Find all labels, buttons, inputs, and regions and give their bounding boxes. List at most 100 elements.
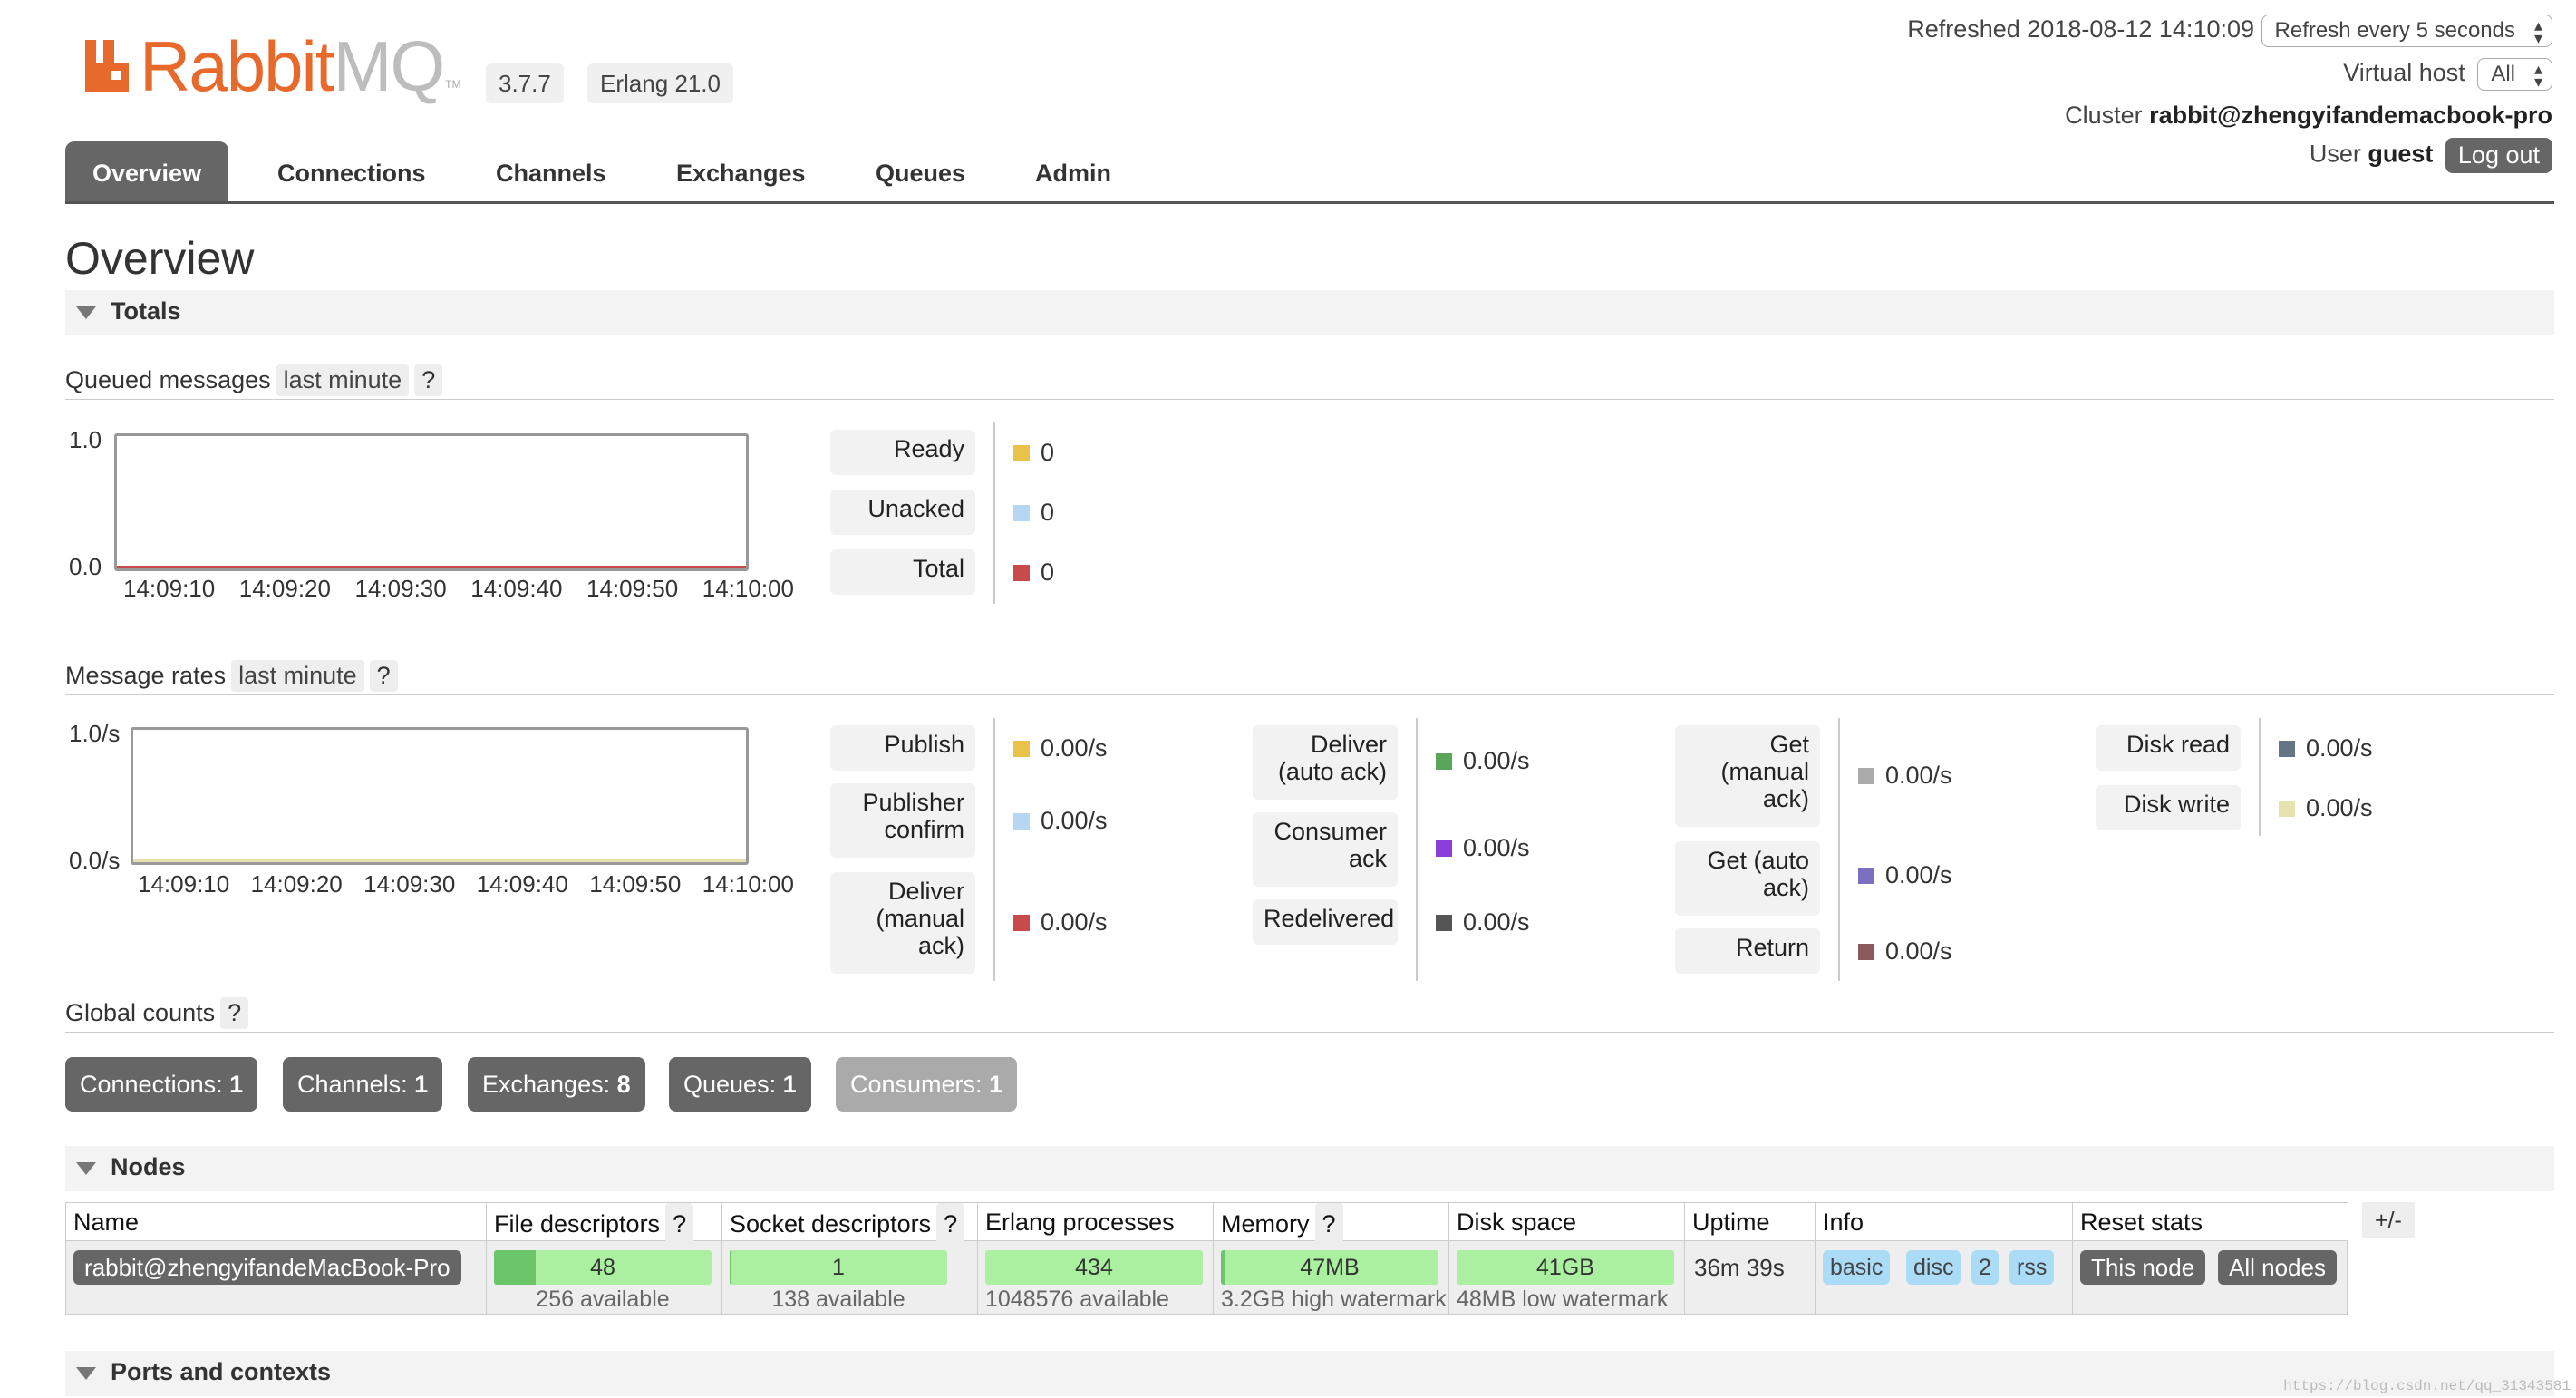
- columns-toggle-button[interactable]: +/-: [2362, 1202, 2415, 1238]
- node-name-link[interactable]: rabbit@zhengyifandeMacBook-Pro: [73, 1250, 461, 1285]
- refreshed-timestamp: Refreshed 2018-08-12 14:10:09: [1907, 15, 2255, 44]
- queues-count-button[interactable]: Queues: 1: [669, 1057, 811, 1112]
- x-tick: 14:10:00: [702, 575, 794, 602]
- totals-header: Totals: [111, 297, 181, 325]
- reset-this-node-button[interactable]: This node: [2080, 1250, 2206, 1285]
- logo-text: RabbitMQ: [140, 25, 445, 106]
- refresh-interval-select[interactable]: Refresh every 5 seconds ▴ ▾: [2261, 15, 2552, 47]
- divider: [2259, 718, 2261, 836]
- rates-help-button[interactable]: ?: [369, 660, 398, 692]
- unacked-swatch: [1013, 505, 1030, 521]
- col-memory: Memory?: [1214, 1203, 1449, 1245]
- rates-range-selector[interactable]: last minute: [231, 660, 364, 692]
- legend-deliver-auto-ack[interactable]: Deliver (auto ack): [1253, 725, 1398, 800]
- rabbitmq-logo[interactable]: RabbitMQ TM: [82, 25, 460, 107]
- collapse-triangle-icon: [76, 1367, 96, 1380]
- info-badge-rss[interactable]: rss: [2009, 1250, 2055, 1285]
- queued-total-series-line: [117, 566, 746, 568]
- legend-consumer-ack[interactable]: Consumer ack: [1253, 812, 1398, 887]
- deliver-manual-swatch: [1013, 915, 1030, 931]
- proc-bar: 434: [985, 1250, 1203, 1285]
- vhost-select[interactable]: All ▴ ▾: [2477, 58, 2552, 91]
- vhost-row: Virtual host All ▴ ▾: [2343, 58, 2552, 91]
- consumer-ack-swatch: [1436, 840, 1452, 857]
- help-button[interactable]: ?: [936, 1203, 965, 1245]
- x-tick: 14:09:30: [354, 575, 447, 602]
- get-auto-value: 0.00/s: [1858, 861, 1952, 889]
- node-name-cell: rabbit@zhengyifandeMacBook-Pro: [66, 1241, 487, 1315]
- col-info: Info: [1816, 1203, 2073, 1241]
- get-auto-swatch: [1858, 868, 1874, 884]
- connections-count-button[interactable]: Connections: 1: [65, 1057, 258, 1112]
- tab-channels[interactable]: Channels: [496, 160, 606, 187]
- ready-swatch: [1013, 445, 1030, 461]
- disk-write-value: 0.00/s: [2279, 794, 2373, 822]
- version-badge: 3.7.7: [486, 63, 564, 103]
- reset-cell: This node All nodes: [2073, 1241, 2348, 1315]
- info-cell: basic disc 2 rss: [1816, 1241, 2073, 1315]
- channels-count-button[interactable]: Channels: 1: [283, 1057, 443, 1112]
- collapse-triangle-icon: [76, 1162, 96, 1175]
- fd-cell: 48 256 available: [487, 1241, 722, 1315]
- help-button[interactable]: ?: [1314, 1203, 1343, 1245]
- legend-get-manual-ack[interactable]: Get (manual ack): [1675, 725, 1820, 827]
- legend-deliver-manual-ack[interactable]: Deliver (manual ack): [830, 872, 975, 974]
- logout-button[interactable]: Log out: [2445, 138, 2552, 173]
- totals-section-toggle[interactable]: Totals: [65, 290, 2554, 335]
- tab-queues[interactable]: Queues: [876, 160, 966, 187]
- queued-range-selector[interactable]: last minute: [276, 364, 410, 396]
- cluster-label: Cluster: [2065, 102, 2143, 129]
- nodes-section-toggle[interactable]: Nodes: [65, 1146, 2554, 1191]
- x-tick: 14:09:30: [363, 870, 456, 898]
- cluster-name: rabbit@zhengyifandemacbook-pro: [2149, 102, 2552, 129]
- socket-cell: 1 138 available: [722, 1241, 978, 1315]
- info-badge-count[interactable]: 2: [1971, 1250, 1999, 1285]
- legend-redelivered[interactable]: Redelivered: [1253, 899, 1398, 945]
- tab-connections[interactable]: Connections: [277, 160, 426, 187]
- legend-publish[interactable]: Publish: [830, 725, 975, 771]
- get-manual-value: 0.00/s: [1858, 762, 1952, 790]
- legend-disk-write[interactable]: Disk write: [2096, 785, 2241, 830]
- proc-available: 1048576 available: [985, 1286, 1169, 1312]
- global-counts-help-button[interactable]: ?: [220, 997, 249, 1029]
- disk-cell: 41GB 48MB low watermark: [1449, 1241, 1685, 1315]
- info-badge-disc[interactable]: disc: [1906, 1250, 1961, 1285]
- col-file-descriptors: File descriptors?: [487, 1203, 722, 1245]
- exchanges-count-button[interactable]: Exchanges: 8: [468, 1057, 645, 1112]
- legend-publisher-confirm[interactable]: Publisher confirm: [830, 783, 975, 858]
- rates-y-bottom: 0.0/s: [69, 847, 121, 874]
- deliver-manual-value: 0.00/s: [1013, 908, 1108, 937]
- ports-section-toggle[interactable]: Ports and contexts: [65, 1351, 2554, 1396]
- message-rates-chart[interactable]: [131, 727, 749, 865]
- legend-ready[interactable]: Ready: [830, 430, 975, 475]
- reset-all-nodes-button[interactable]: All nodes: [2218, 1250, 2337, 1285]
- consumers-count-button[interactable]: Consumers: 1: [836, 1057, 1018, 1112]
- queued-messages-chart[interactable]: [114, 433, 749, 571]
- ports-header: Ports and contexts: [111, 1358, 332, 1385]
- queued-y-top: 1.0: [69, 426, 102, 453]
- queued-help-button[interactable]: ?: [414, 364, 443, 396]
- help-button[interactable]: ?: [665, 1203, 694, 1245]
- tab-admin[interactable]: Admin: [1035, 160, 1111, 187]
- legend-unacked[interactable]: Unacked: [830, 490, 975, 535]
- logo-trademark: TM: [445, 78, 461, 91]
- legend-get-auto-ack[interactable]: Get (auto ack): [1675, 841, 1820, 916]
- disk-read-swatch: [2279, 741, 2295, 757]
- select-arrows-icon: ▴ ▾: [2533, 16, 2542, 47]
- legend-total[interactable]: Total: [830, 549, 975, 595]
- tab-exchanges[interactable]: Exchanges: [676, 160, 806, 187]
- info-badge-basic[interactable]: basic: [1823, 1250, 1891, 1285]
- tab-overview[interactable]: Overview: [65, 141, 229, 201]
- queued-x-axis: 14:09:10 14:09:20 14:09:30 14:09:40 14:0…: [123, 575, 794, 603]
- redelivered-swatch: [1436, 915, 1452, 931]
- legend-disk-read[interactable]: Disk read: [2096, 725, 2241, 771]
- x-tick: 14:09:10: [138, 870, 230, 898]
- total-value: 0: [1013, 558, 1054, 587]
- divider: [993, 422, 995, 604]
- col-name[interactable]: Name: [66, 1203, 487, 1241]
- legend-return[interactable]: Return: [1675, 928, 1820, 974]
- col-socket-descriptors: Socket descriptors?: [722, 1203, 978, 1245]
- x-tick: 14:09:50: [586, 575, 679, 602]
- publish-swatch: [1013, 741, 1030, 757]
- memory-watermark: 3.2GB high watermark: [1221, 1286, 1447, 1312]
